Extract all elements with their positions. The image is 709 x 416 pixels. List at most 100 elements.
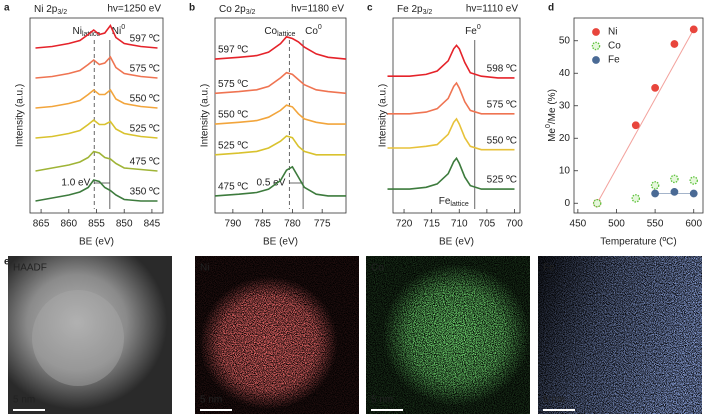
spectrum-line (35, 55, 158, 79)
series-label: 597 ºC (130, 34, 160, 45)
point (631, 194, 641, 203)
y-axis-title: Intensity (a.u.) (200, 84, 211, 147)
energy-label: hv=1110 eV (466, 4, 519, 15)
point (670, 40, 679, 48)
reference-label-part: 0 (318, 24, 322, 31)
plot-frame (573, 17, 704, 214)
x-axis-title: BE (eV) (439, 237, 474, 248)
series-label: 475 ºC (130, 157, 160, 168)
shift-note: 1.0 eV (61, 178, 90, 189)
plot-frame (392, 17, 521, 214)
x-axis-title: BE (eV) (263, 237, 298, 248)
x-tick-label: 775 (314, 219, 331, 230)
reference-label-part: Fe (465, 26, 477, 37)
legend-label: Fe (608, 55, 620, 66)
spectrum-line (214, 135, 346, 156)
series-label: 525 ºC (218, 140, 248, 151)
point (689, 25, 698, 34)
y-axis-title: Intensity (a.u.) (15, 84, 26, 147)
legend-symbol (592, 56, 600, 64)
panel-letter: e (4, 257, 10, 268)
panel-letter: c (367, 3, 373, 14)
legend-label: Ni (608, 27, 617, 38)
energy-label: hv=1250 eV (107, 4, 161, 15)
reference-label-part: 0 (477, 24, 481, 31)
spectrum-line (387, 156, 515, 190)
x-tick-label: 855 (88, 219, 105, 230)
series-label: 550 ºC (487, 135, 517, 146)
point (592, 198, 602, 208)
image-label: Ni (200, 263, 209, 274)
panel-title: Ni 2p3/2 (34, 4, 67, 17)
reference-label-part: Co (305, 26, 318, 37)
x-tick-label: 705 (479, 219, 496, 230)
y-tick-label: 10 (559, 165, 571, 176)
image-label: Co (371, 263, 384, 274)
y-axis-title: Me0/Me (%) (545, 89, 557, 142)
panel-letter: b (189, 3, 195, 14)
spectrum-line (387, 117, 515, 151)
spectrum-line (214, 165, 346, 197)
panel-letter: d (548, 3, 554, 14)
reference-label-part: Ni (112, 26, 121, 37)
energy-label: hv=1180 eV (291, 4, 344, 15)
haadf-intensity (8, 256, 172, 414)
panel-title-part: 3/2 (246, 9, 256, 16)
y-tick-label: 30 (559, 100, 571, 111)
x-tick-label: 700 (506, 219, 523, 230)
panel-title: Co 2p3/2 (219, 4, 256, 17)
reference-label-part: 0 (121, 24, 125, 31)
particle (32, 290, 124, 386)
x-tick-label: 450 (570, 219, 587, 230)
series-label: 575 ºC (218, 79, 248, 90)
spectrum-line (387, 44, 515, 79)
x-tick-label: 600 (685, 219, 702, 230)
spectrum-line (214, 71, 347, 95)
x-tick-label: 710 (451, 219, 468, 230)
scale-bar-label: 5 nm (200, 395, 222, 406)
x-tick-label: 550 (647, 219, 664, 230)
y-tick-label: 0 (564, 198, 570, 209)
x-tick-label: 785 (254, 219, 271, 230)
micrograph (366, 256, 530, 414)
panel-letter: a (4, 3, 10, 14)
spectrum-line (214, 35, 347, 60)
reference-label-part: lattice (450, 201, 468, 208)
y-axis-title-part: /Me (%) (547, 89, 558, 124)
micrograph (195, 256, 359, 414)
reference-label: Colattice (264, 26, 295, 39)
spectrum-line (35, 88, 158, 109)
panel-title: Fe 2p3/2 (397, 4, 432, 17)
spectrum-line (387, 81, 515, 115)
trend-line (596, 29, 695, 204)
reference-label: Fe0 (465, 24, 481, 36)
reference-label-part: lattice (277, 31, 295, 38)
series-label: 575 ºC (487, 99, 517, 110)
legend-symbol (591, 41, 601, 51)
element-map (195, 256, 359, 414)
panel-title-part: Ni 2p (34, 4, 58, 15)
scale-bar-label: 5 nm (371, 395, 393, 406)
reference-label: Nilattice (73, 26, 101, 39)
x-tick-label: 720 (396, 219, 413, 230)
reference-label-part: Fe (439, 196, 451, 207)
scale-bar-label: 5 nm (543, 395, 565, 406)
x-tick-label: 715 (423, 219, 440, 230)
spectrum-line (214, 104, 346, 125)
series-label: 525 ºC (130, 124, 160, 135)
x-tick-label: 865 (33, 219, 50, 230)
y-tick-label: 40 (559, 68, 571, 79)
x-tick-label: 850 (116, 219, 133, 230)
image-label: HAADF (13, 263, 47, 274)
series-label: 575 ºC (130, 64, 160, 75)
panel-title-part: 3/2 (423, 9, 433, 16)
spectrum-line (35, 118, 158, 139)
reference-label: Felattice (439, 196, 469, 209)
series-label: 350 ºC (130, 187, 160, 198)
plot-frame (214, 17, 347, 214)
image-label: Fe (543, 263, 555, 274)
point (689, 189, 698, 198)
legend-symbol (592, 28, 600, 36)
